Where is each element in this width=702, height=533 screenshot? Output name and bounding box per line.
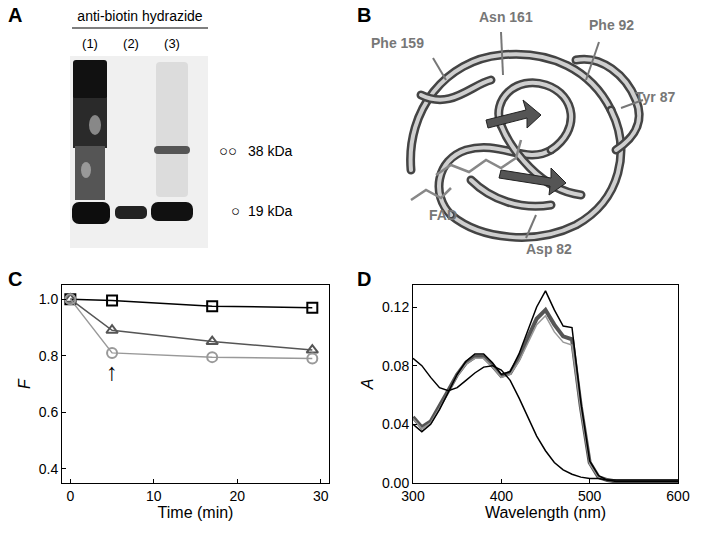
- svg-text:↑: ↑: [106, 358, 118, 385]
- svg-text:○: ○: [231, 202, 240, 219]
- svg-text:Asn 161: Asn 161: [479, 9, 533, 25]
- svg-text:10: 10: [146, 488, 162, 504]
- svg-text:0.00: 0.00: [382, 475, 409, 491]
- svg-text:1.0: 1.0: [39, 291, 59, 307]
- svg-text:Asp 82: Asp 82: [526, 241, 572, 257]
- svg-text:400: 400: [490, 488, 514, 504]
- svg-text:(1): (1): [82, 36, 98, 51]
- svg-text:300: 300: [401, 488, 425, 504]
- svg-text:Phe 159: Phe 159: [371, 35, 424, 51]
- html-text:B: B: [357, 4, 372, 26]
- svg-text:(2): (2): [123, 36, 139, 51]
- svg-text:Phe 92: Phe 92: [589, 17, 634, 33]
- svg-text:(3): (3): [164, 36, 180, 51]
- svg-text:500: 500: [578, 488, 602, 504]
- svg-text:0.08: 0.08: [382, 358, 409, 374]
- html-text:D: D: [357, 268, 372, 290]
- svg-text:0.4: 0.4: [39, 461, 59, 477]
- html-text:A: A: [8, 4, 23, 26]
- svg-text:0.12: 0.12: [382, 299, 409, 315]
- svg-text:FAD: FAD: [429, 207, 457, 223]
- svg-text:anti-biotin hydrazide: anti-biotin hydrazide: [77, 8, 203, 24]
- html-text:C: C: [8, 268, 23, 290]
- svg-text:0.8: 0.8: [39, 348, 59, 364]
- svg-text:Time (min): Time (min): [158, 504, 234, 521]
- svg-text:19 kDa: 19 kDa: [248, 203, 293, 219]
- svg-text:○○: ○○: [219, 142, 237, 159]
- svg-text:38 kDa: 38 kDa: [248, 143, 293, 159]
- svg-text:Tyr 87: Tyr 87: [635, 89, 675, 105]
- svg-text:20: 20: [229, 488, 245, 504]
- svg-text:0.6: 0.6: [39, 404, 59, 420]
- svg-text:A: A: [359, 379, 376, 391]
- svg-text:600: 600: [666, 488, 690, 504]
- svg-text:Wavelength (nm): Wavelength (nm): [485, 504, 606, 521]
- svg-text:30: 30: [313, 488, 329, 504]
- svg-text:F: F: [16, 378, 33, 389]
- svg-text:0: 0: [66, 488, 74, 504]
- svg-text:0.04: 0.04: [382, 416, 409, 432]
